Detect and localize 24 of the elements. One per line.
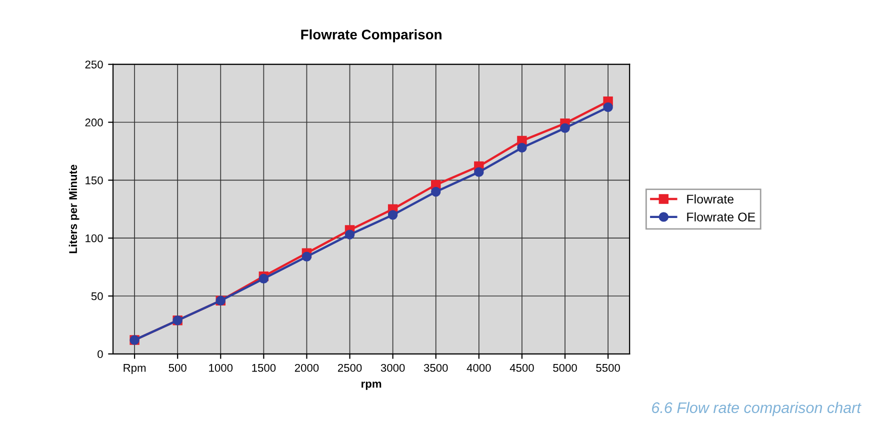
y-tick-label: 250: [85, 60, 103, 68]
x-tick-label: 2000: [294, 364, 319, 372]
x-tick-label: 500: [168, 364, 186, 372]
x-tick-label: 1000: [209, 364, 233, 372]
x-tick-label: 3500: [424, 364, 448, 372]
chart-title: Flowrate Comparison: [301, 29, 442, 42]
x-tick-label: 4500: [510, 364, 534, 372]
x-tick-label: 5500: [596, 364, 620, 372]
y-tick-label: 100: [86, 234, 103, 242]
x-tick-label: 5000: [553, 364, 577, 372]
x-tick-label: 3000: [380, 364, 405, 372]
x-tick-label: 1500: [252, 364, 276, 372]
y-tick-label: 0: [98, 350, 103, 358]
x-axis-title: rpm: [362, 382, 382, 390]
x-tick-label: 4000: [466, 364, 491, 372]
y-tick-label: 50: [91, 292, 103, 300]
x-tick-label: 2500: [338, 364, 362, 372]
x-tick-label: Rpm: [124, 364, 146, 374]
legend-label: Flowrate OE: [687, 212, 756, 222]
y-tick-label: 200: [85, 118, 103, 126]
y-axis-title: Liters per Minute: [68, 164, 80, 254]
legend-label: Flowrate: [687, 194, 734, 204]
y-tick-label: 150: [86, 176, 103, 184]
text: 6.6 Flow rate comparison chart: [652, 402, 862, 416]
